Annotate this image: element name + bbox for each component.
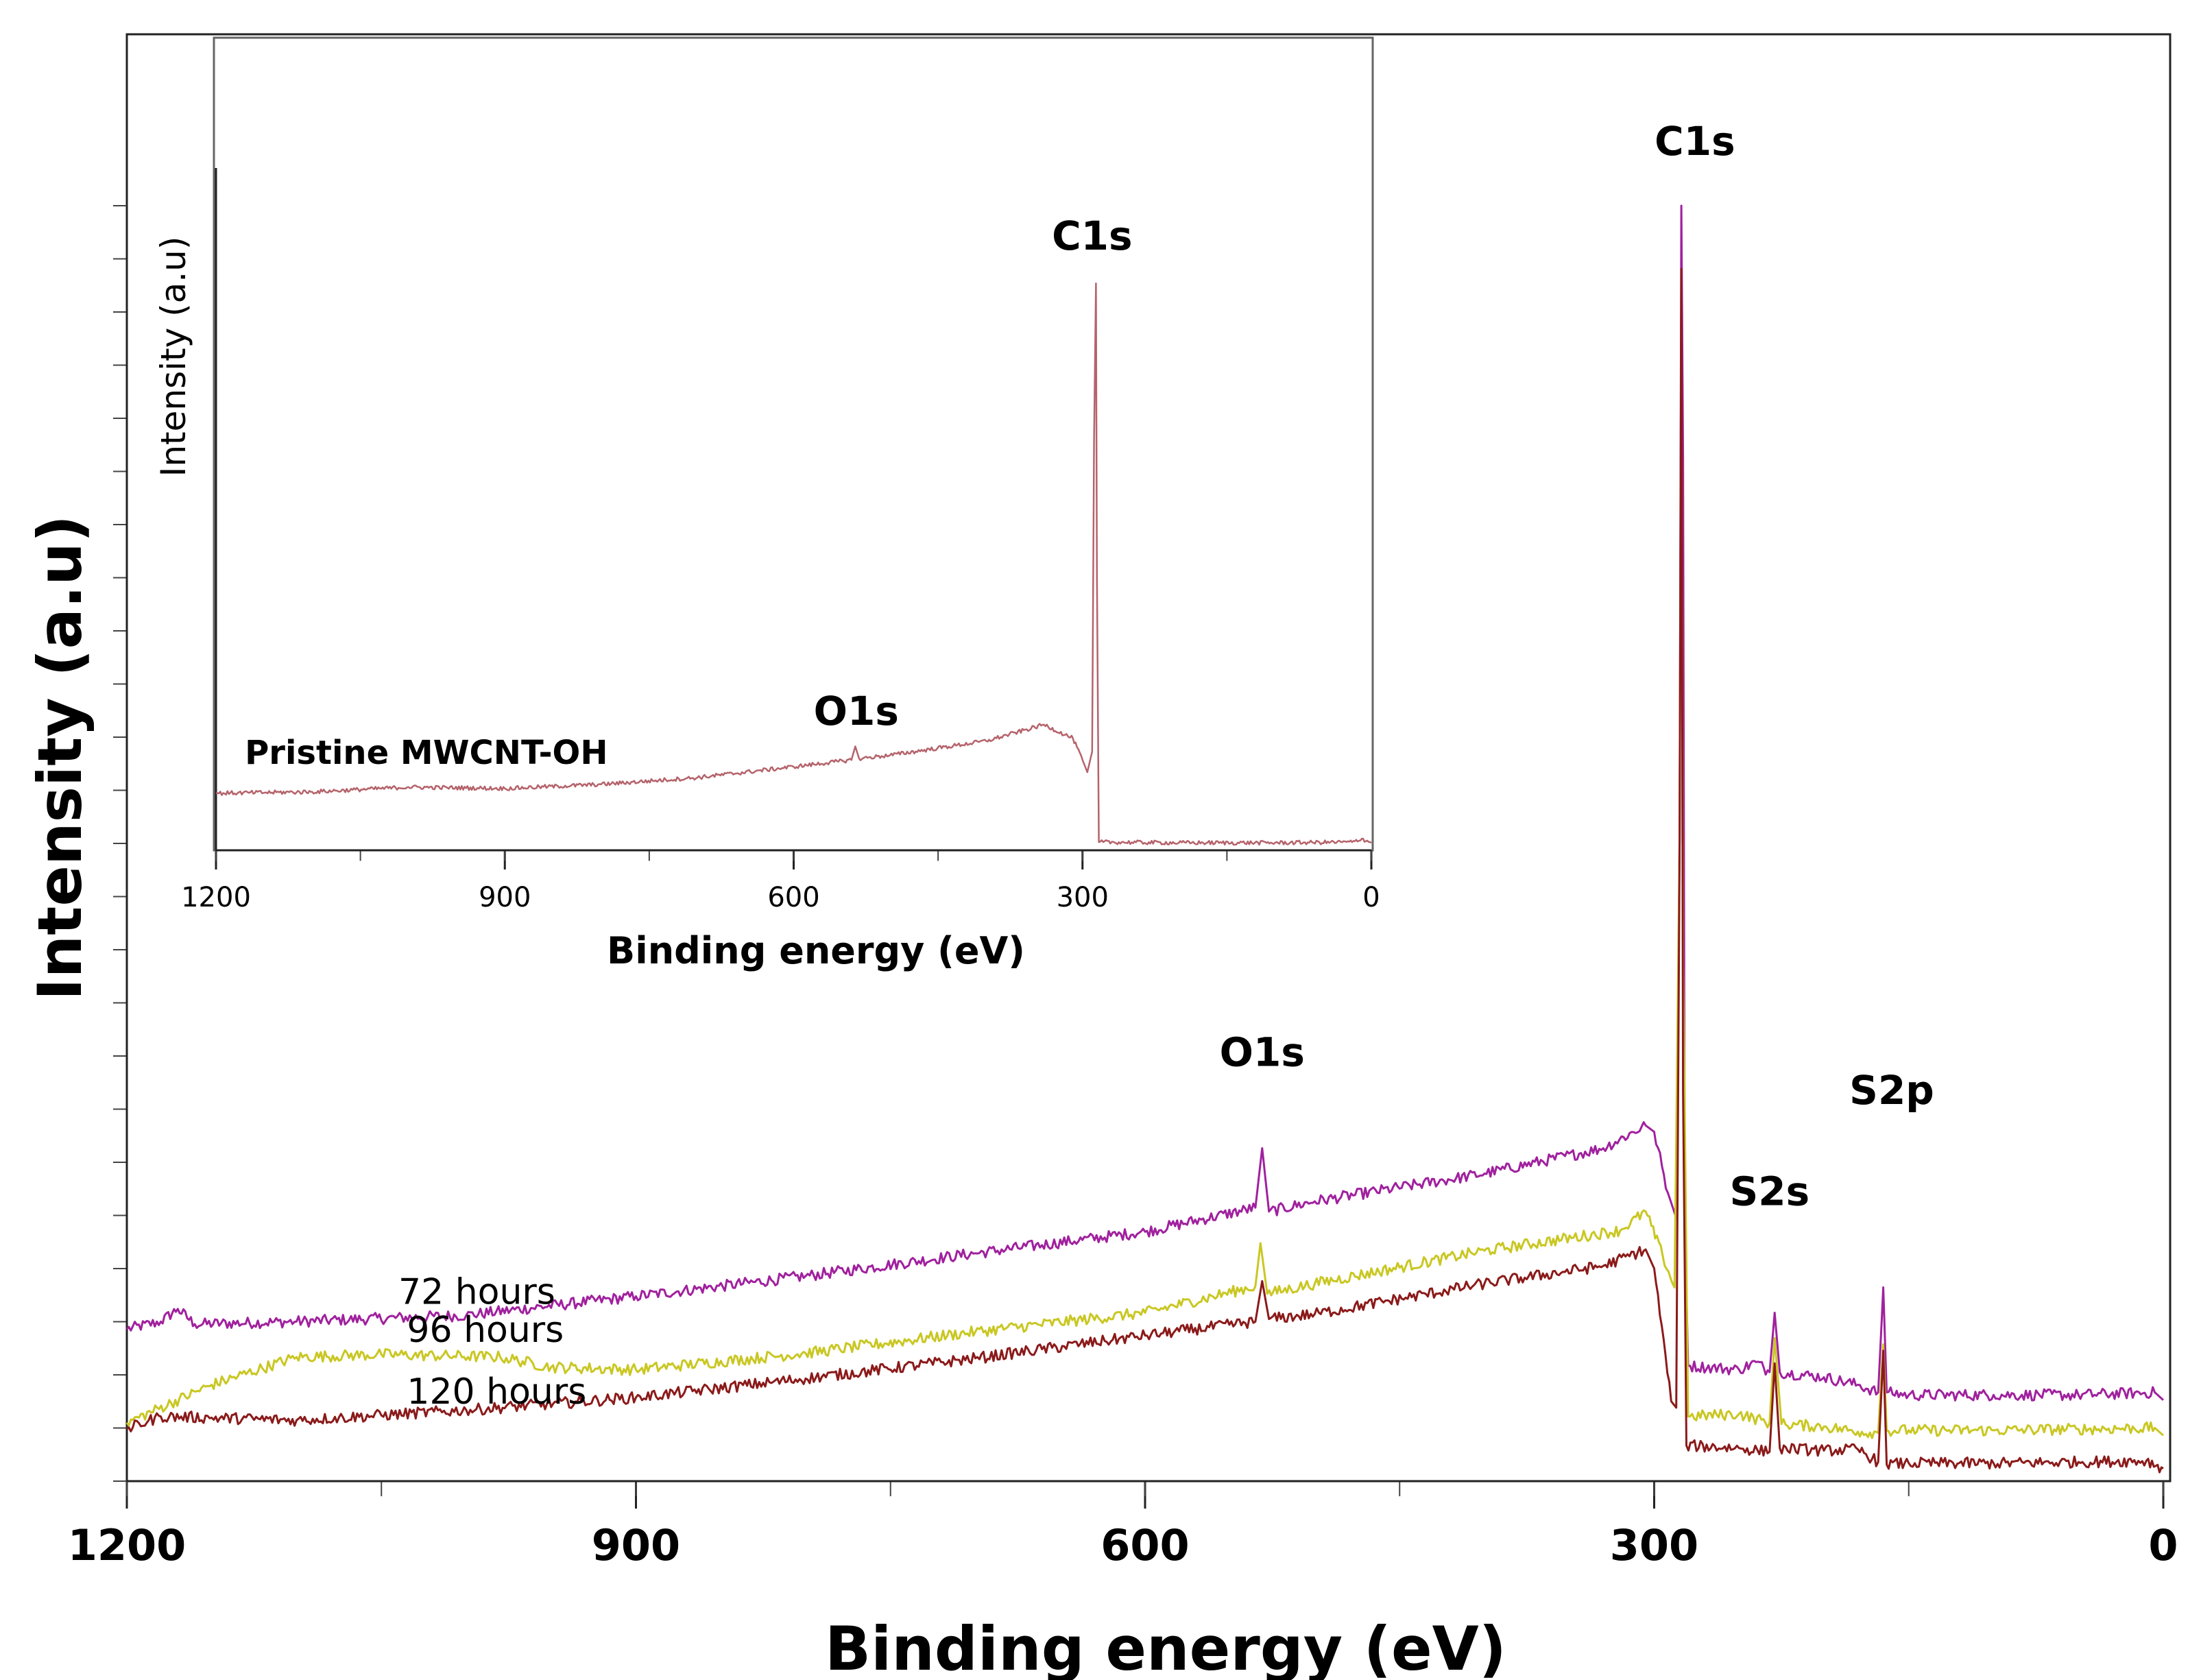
main-series-96-hours	[125, 331, 2164, 1439]
main-x-tick-label: 300	[1610, 1520, 1698, 1570]
inset-x-tick-label: 0	[1362, 882, 1380, 913]
main-x-tick-label: 900	[592, 1520, 680, 1570]
main-peak-label: O1s	[1220, 1029, 1305, 1076]
main-peak-label: C1s	[1655, 118, 1735, 165]
main-x-tick-label: 600	[1100, 1520, 1189, 1570]
main-series-120-hours	[126, 267, 2164, 1474]
main-peak-label: S2s	[1729, 1168, 1809, 1215]
main-series-label: 96 hours	[407, 1310, 564, 1351]
inset-peak-label: C1s	[1052, 213, 1132, 259]
inset-panel	[213, 36, 1374, 852]
main-x-axis-label: Binding energy (eV)	[825, 1613, 1506, 1680]
inset-series-pristine-mwcnt-oh	[215, 283, 1372, 846]
main-series-72-hours	[125, 204, 2164, 1402]
main-series-label: 120 hours	[407, 1371, 586, 1413]
main-y-axis-label: Intensity (a.u)	[25, 515, 95, 1000]
inset-series-label: Pristine MWCNT-OH	[245, 734, 608, 772]
inset-y-axis-label: Intensity (a.u)	[154, 237, 193, 477]
main-x-tick-label: 1200	[68, 1520, 187, 1570]
inset-x-tick-label: 600	[767, 882, 819, 913]
inset-plot-area: 1200 900 600 300 0 Pristine MWCNT-OH C1s O1s	[181, 168, 1380, 913]
main-series-label: 72 hours	[398, 1271, 555, 1312]
inset-x-tick-label: 900	[479, 882, 531, 913]
inset-peak-label: O1s	[814, 688, 899, 734]
inset-x-tick-label: 1200	[181, 882, 251, 913]
inset-x-axis-label: Binding energy (eV)	[607, 929, 1025, 972]
main-x-tick-label: 0	[2148, 1520, 2178, 1570]
main-peak-label: S2p	[1849, 1067, 1934, 1114]
inset-x-tick-label: 300	[1057, 882, 1109, 913]
